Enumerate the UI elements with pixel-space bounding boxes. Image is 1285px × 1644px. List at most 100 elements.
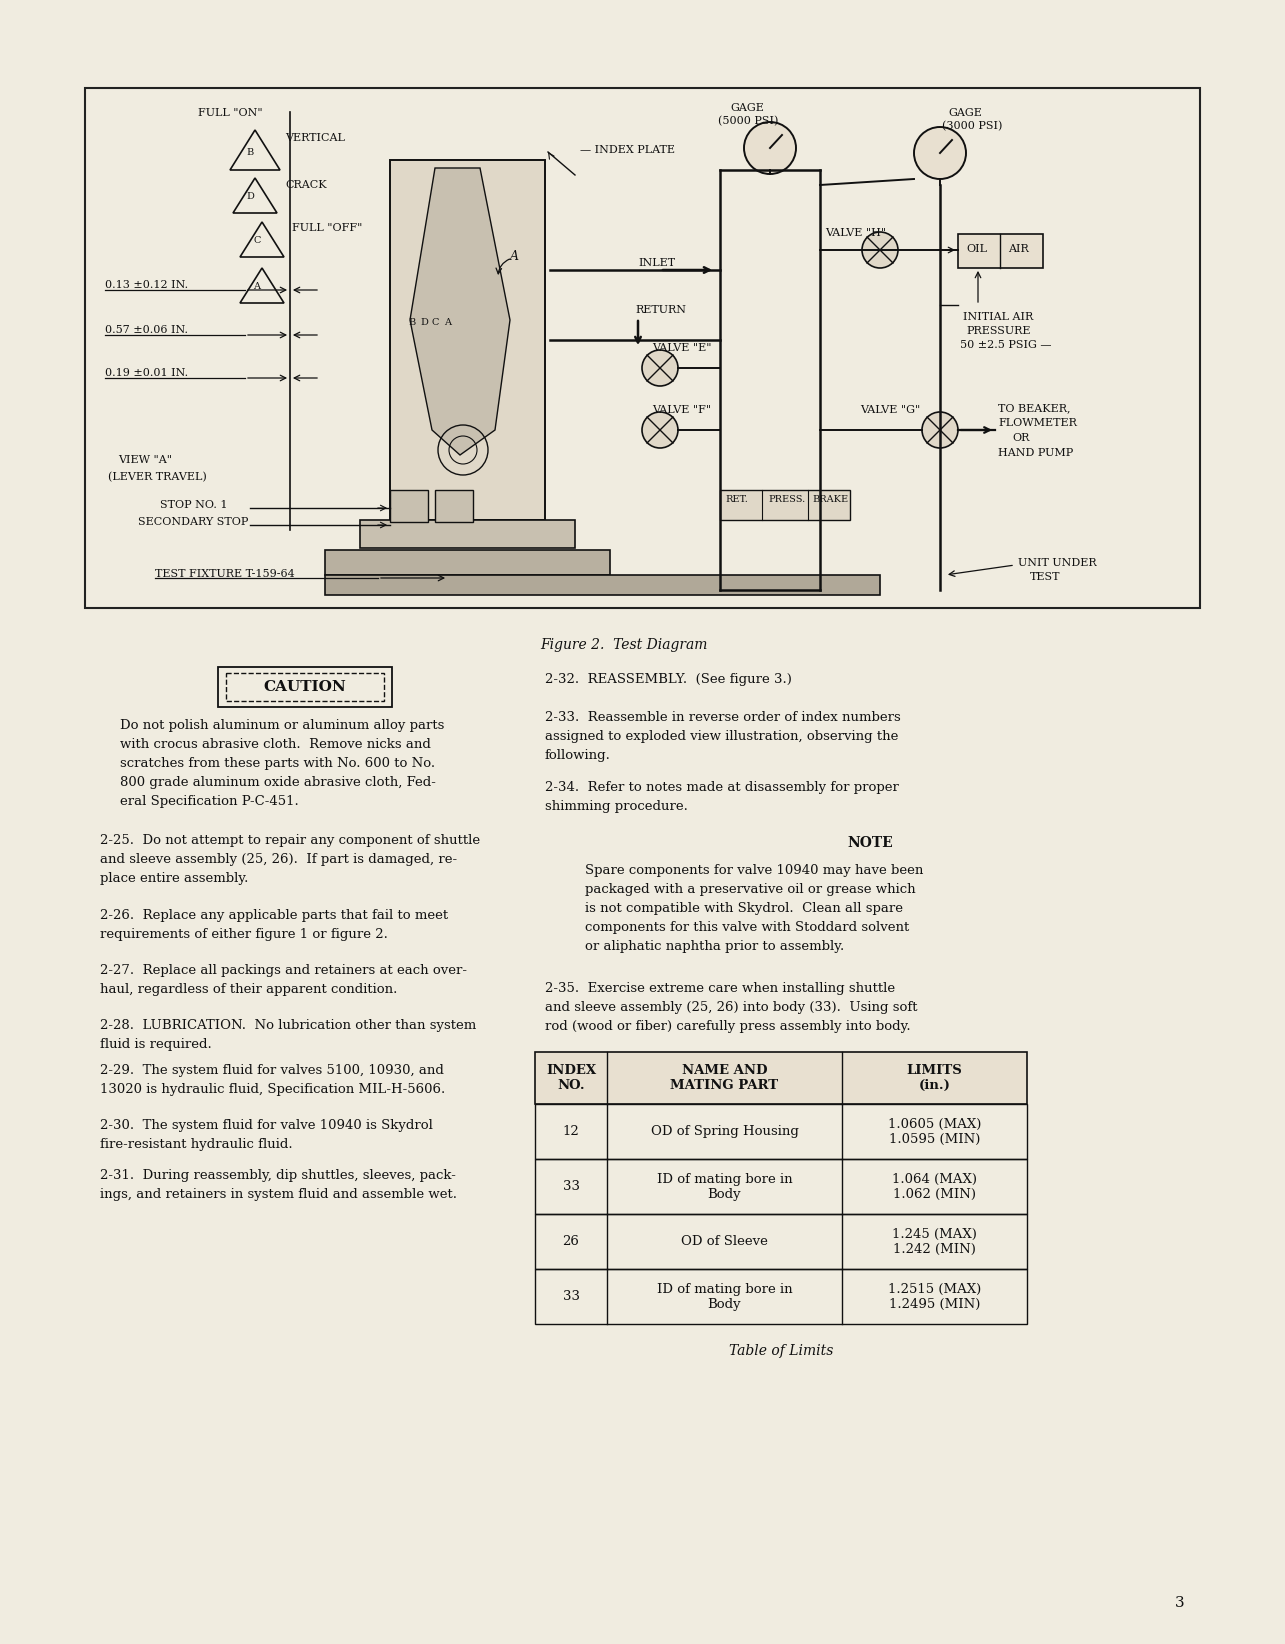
Circle shape	[923, 413, 959, 449]
Text: Table of Limits: Table of Limits	[729, 1345, 833, 1358]
Text: 2-29.  The system fluid for valves 5100, 10930, and
13020 is hydraulic fluid, Sp: 2-29. The system fluid for valves 5100, …	[100, 1064, 445, 1097]
Text: 2-26.  Replace any applicable parts that fail to meet
requirements of either fig: 2-26. Replace any applicable parts that …	[100, 909, 448, 940]
Text: LIMITS
(in.): LIMITS (in.)	[907, 1064, 962, 1092]
Text: 2-32.  REASSEMBLY.  (See figure 3.): 2-32. REASSEMBLY. (See figure 3.)	[545, 672, 792, 686]
Text: 33: 33	[563, 1291, 580, 1304]
Text: (5000 PSI): (5000 PSI)	[718, 117, 779, 127]
Text: OD of Sleeve: OD of Sleeve	[681, 1235, 768, 1248]
Text: 2-30.  The system fluid for valve 10940 is Skydrol
fire-resistant hydraulic flui: 2-30. The system fluid for valve 10940 i…	[100, 1120, 433, 1151]
Text: D: D	[245, 192, 254, 201]
Text: TO BEAKER,: TO BEAKER,	[998, 403, 1070, 413]
Circle shape	[862, 232, 898, 268]
Text: 1.0605 (MAX)
1.0595 (MIN): 1.0605 (MAX) 1.0595 (MIN)	[888, 1118, 982, 1146]
Text: VALVE "F": VALVE "F"	[651, 404, 711, 414]
Text: 2-25.  Do not attempt to repair any component of shuttle
and sleeve assembly (25: 2-25. Do not attempt to repair any compo…	[100, 834, 481, 884]
Bar	[535, 1213, 1027, 1269]
Bar	[436, 490, 473, 523]
Text: 1.064 (MAX)
1.062 (MIN): 1.064 (MAX) 1.062 (MIN)	[892, 1172, 977, 1200]
Text: FLOWMETER: FLOWMETER	[998, 418, 1077, 427]
Text: (LEVER TRAVEL): (LEVER TRAVEL)	[108, 472, 207, 482]
Circle shape	[642, 350, 678, 386]
Polygon shape	[410, 168, 510, 455]
Text: GAGE: GAGE	[948, 109, 982, 118]
Text: CAUTION: CAUTION	[263, 681, 347, 694]
Bar	[720, 490, 849, 520]
Bar	[226, 672, 384, 700]
Bar	[535, 1105, 1027, 1159]
Text: NOTE: NOTE	[847, 837, 893, 850]
Text: CRACK: CRACK	[285, 179, 326, 191]
Text: INLET: INLET	[637, 258, 675, 268]
Text: RETURN: RETURN	[635, 306, 686, 316]
Text: B: B	[409, 317, 415, 327]
Text: 2-31.  During reassembly, dip shuttles, sleeves, pack-
ings, and retainers in sy: 2-31. During reassembly, dip shuttles, s…	[100, 1169, 457, 1202]
Bar	[325, 551, 610, 575]
Text: UNIT UNDER: UNIT UNDER	[1018, 557, 1096, 567]
Bar	[360, 520, 574, 547]
Circle shape	[914, 127, 966, 179]
Bar	[391, 159, 545, 520]
Text: 0.19 ±0.01 IN.: 0.19 ±0.01 IN.	[105, 368, 188, 378]
Text: GAGE: GAGE	[730, 104, 763, 113]
Text: 3: 3	[1176, 1596, 1185, 1609]
Text: HAND PUMP: HAND PUMP	[998, 449, 1073, 459]
Bar	[535, 1052, 1027, 1105]
Text: VERTICAL: VERTICAL	[285, 133, 344, 143]
Text: 2-27.  Replace all packings and retainers at each over-
haul, regardless of thei: 2-27. Replace all packings and retainers…	[100, 963, 466, 996]
Bar	[391, 490, 428, 523]
Text: FULL "ON": FULL "ON"	[198, 109, 262, 118]
Text: RET.: RET.	[725, 495, 748, 505]
Text: ID of mating bore in
Body: ID of mating bore in Body	[657, 1282, 793, 1310]
Bar	[325, 575, 880, 595]
Text: VALVE "E": VALVE "E"	[651, 344, 712, 353]
Text: NAME AND
MATING PART: NAME AND MATING PART	[671, 1064, 779, 1092]
Text: PRESS.: PRESS.	[768, 495, 806, 505]
Circle shape	[642, 413, 678, 449]
Bar	[85, 89, 1200, 608]
Text: OD of Spring Housing: OD of Spring Housing	[650, 1124, 798, 1138]
Bar	[959, 233, 1043, 268]
Bar	[535, 1159, 1027, 1213]
Bar	[535, 1269, 1027, 1323]
Text: 2-33.  Reassemble in reverse order of index numbers
assigned to exploded view il: 2-33. Reassemble in reverse order of ind…	[545, 710, 901, 763]
Text: STOP NO. 1: STOP NO. 1	[161, 500, 227, 510]
Text: A: A	[510, 250, 519, 263]
Text: 1.2515 (MAX)
1.2495 (MIN): 1.2515 (MAX) 1.2495 (MIN)	[888, 1282, 982, 1310]
Text: B: B	[247, 148, 253, 156]
Text: 2-28.  LUBRICATION.  No lubrication other than system
fluid is required.: 2-28. LUBRICATION. No lubrication other …	[100, 1019, 477, 1051]
Text: FULL "OFF": FULL "OFF"	[292, 224, 362, 233]
Text: VIEW "A": VIEW "A"	[118, 455, 172, 465]
Text: 0.57 ±0.06 IN.: 0.57 ±0.06 IN.	[105, 326, 188, 335]
Text: INDEX
NO.: INDEX NO.	[546, 1064, 596, 1092]
Text: SECONDARY STOP: SECONDARY STOP	[137, 516, 248, 528]
Text: 33: 33	[563, 1180, 580, 1194]
Text: A: A	[253, 283, 261, 291]
Text: TEST: TEST	[1031, 572, 1060, 582]
Text: OR: OR	[1013, 432, 1029, 442]
Text: OIL: OIL	[966, 243, 987, 255]
Text: ID of mating bore in
Body: ID of mating bore in Body	[657, 1172, 793, 1200]
Text: Spare components for valve 10940 may have been
packaged with a preservative oil : Spare components for valve 10940 may hav…	[585, 865, 924, 954]
Bar	[218, 667, 392, 707]
Text: VALVE "H": VALVE "H"	[825, 229, 887, 238]
Text: 0.13 ±0.12 IN.: 0.13 ±0.12 IN.	[105, 279, 188, 289]
Text: (3000 PSI): (3000 PSI)	[942, 122, 1002, 132]
Text: AIR: AIR	[1007, 243, 1029, 255]
Text: Do not polish aluminum or aluminum alloy parts
with crocus abrasive cloth.  Remo: Do not polish aluminum or aluminum alloy…	[120, 718, 445, 807]
Text: D: D	[420, 317, 428, 327]
Text: TEST FIXTURE T-159-64: TEST FIXTURE T-159-64	[155, 569, 294, 579]
Circle shape	[744, 122, 795, 174]
Text: C: C	[432, 317, 439, 327]
Text: PRESSURE: PRESSURE	[966, 326, 1031, 335]
Text: — INDEX PLATE: — INDEX PLATE	[580, 145, 675, 155]
Text: 2-35.  Exercise extreme care when installing shuttle
and sleeve assembly (25, 26: 2-35. Exercise extreme care when install…	[545, 981, 917, 1032]
Text: 26: 26	[563, 1235, 580, 1248]
Text: BRAKE: BRAKE	[812, 495, 848, 505]
Text: Figure 2.  Test Diagram: Figure 2. Test Diagram	[540, 638, 707, 653]
Text: A: A	[445, 317, 451, 327]
Text: 2-34.  Refer to notes made at disassembly for proper
shimming procedure.: 2-34. Refer to notes made at disassembly…	[545, 781, 900, 814]
Text: 50 ±2.5 PSIG —: 50 ±2.5 PSIG —	[960, 340, 1051, 350]
Text: 1.245 (MAX)
1.242 (MIN): 1.245 (MAX) 1.242 (MIN)	[892, 1228, 977, 1256]
Text: INITIAL AIR: INITIAL AIR	[962, 312, 1033, 322]
Text: VALVE "G": VALVE "G"	[860, 404, 920, 414]
